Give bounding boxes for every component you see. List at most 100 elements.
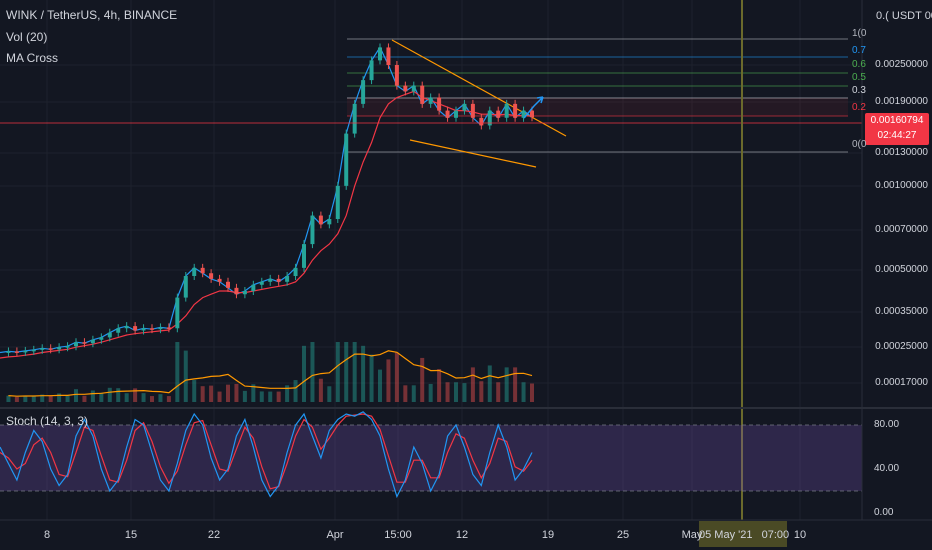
time-tick: 15 bbox=[124, 529, 138, 541]
volume-bar bbox=[285, 385, 290, 402]
volume-bar bbox=[183, 350, 188, 402]
volume-bar bbox=[420, 357, 425, 402]
price-tick: 0.00017000 bbox=[875, 377, 928, 388]
volume-bar bbox=[521, 382, 526, 402]
fib-label-05-text: 0.5 bbox=[852, 72, 866, 83]
volume-bar bbox=[141, 393, 146, 402]
volume-bar bbox=[158, 394, 163, 402]
stoch-title[interactable]: Stoch (14, 3, 3) bbox=[6, 414, 89, 428]
candle-body bbox=[217, 278, 222, 282]
symbol-title: WINK / TetherUS, 4h, BINANCE bbox=[6, 8, 178, 22]
volume-bar bbox=[268, 391, 273, 402]
time-tick: 22 bbox=[207, 529, 221, 541]
stoch-band bbox=[0, 425, 862, 491]
volume-bar bbox=[200, 386, 205, 402]
volume-bar bbox=[411, 385, 416, 402]
volume-bar bbox=[327, 386, 332, 402]
volume-bar bbox=[403, 385, 408, 402]
candle-body bbox=[437, 97, 442, 111]
volume-bar bbox=[107, 387, 112, 402]
volume-bar bbox=[99, 392, 104, 402]
volume-bar bbox=[175, 342, 180, 402]
projection-arrow bbox=[523, 96, 544, 119]
time-cursor-label: 05 May '21 07:00 bbox=[699, 529, 790, 541]
volume-bar bbox=[293, 380, 298, 402]
volume-bar bbox=[445, 382, 450, 402]
candle-body bbox=[251, 284, 256, 292]
fib-label-0786-text: 0.7 bbox=[852, 45, 866, 56]
volume-bar bbox=[318, 378, 323, 402]
candle-body bbox=[513, 103, 518, 118]
candle-body bbox=[183, 276, 188, 298]
candle-body bbox=[403, 85, 408, 92]
volume-bar bbox=[31, 395, 36, 402]
candle-body bbox=[276, 278, 281, 282]
volume-bar bbox=[6, 395, 11, 402]
volume-bar bbox=[428, 383, 433, 402]
volume-bar bbox=[437, 369, 442, 402]
volume-bar bbox=[369, 354, 374, 402]
volume-bar bbox=[226, 384, 230, 402]
volume-bar bbox=[378, 369, 382, 402]
candle-body bbox=[378, 47, 382, 61]
candle-body bbox=[200, 267, 205, 274]
moving-average-line bbox=[0, 90, 533, 359]
time-tick: 8 bbox=[43, 529, 51, 541]
candle-body bbox=[14, 351, 19, 353]
candle-body bbox=[90, 339, 95, 344]
volume-bar bbox=[352, 342, 357, 402]
trendline-lower[interactable] bbox=[409, 139, 537, 168]
trendline-upper[interactable] bbox=[391, 39, 567, 137]
stoch-level-40: 40.00 bbox=[874, 463, 900, 474]
candle-body bbox=[318, 215, 323, 225]
current-price-value: 0.00160794 bbox=[870, 115, 924, 126]
candle-body bbox=[6, 351, 11, 353]
stoch-level-80: 80.00 bbox=[874, 419, 900, 430]
volume-bar bbox=[40, 394, 45, 402]
fib-label-0786: 0.7 bbox=[852, 45, 866, 56]
candle-body bbox=[394, 65, 399, 86]
volume-indicator-label[interactable]: Vol (20) bbox=[6, 30, 48, 44]
volume-bar bbox=[504, 367, 509, 402]
volume-bar bbox=[82, 395, 87, 402]
fib-label-05: 0.5 bbox=[852, 72, 866, 83]
candle-body bbox=[470, 103, 475, 118]
time-tick: 15:00 bbox=[384, 529, 412, 541]
candle-body bbox=[310, 215, 315, 245]
volume-bar bbox=[116, 388, 121, 402]
candles bbox=[6, 43, 534, 357]
candle-body bbox=[192, 267, 197, 277]
candle-body bbox=[116, 328, 121, 333]
fib-label-0236: 0.2 bbox=[852, 102, 866, 113]
volume-bar bbox=[251, 384, 256, 402]
volume-bar bbox=[470, 367, 475, 402]
volume-bar bbox=[217, 391, 222, 402]
volume-bar bbox=[234, 383, 239, 402]
fib-label-0618-text: 0.6 bbox=[852, 59, 866, 70]
candle-body bbox=[150, 328, 154, 330]
price-tick: 0.00050000 bbox=[875, 264, 928, 275]
candle-body bbox=[242, 291, 247, 295]
volume-bar bbox=[90, 390, 95, 402]
volume-bar bbox=[14, 396, 19, 402]
fib-label-1: 1(0 bbox=[852, 28, 866, 39]
price-tick: 0.00100000 bbox=[875, 180, 928, 191]
volume-bar bbox=[276, 391, 281, 402]
candle-body bbox=[293, 267, 298, 277]
candle-body bbox=[133, 326, 138, 331]
fib-label-0382-text: 0.3 bbox=[852, 85, 866, 96]
fib-label-0382: 0.3 bbox=[852, 85, 866, 96]
currency-label[interactable]: 0.( USDT 00 bbox=[876, 10, 932, 22]
candle-body bbox=[504, 103, 509, 118]
ma-cross-indicator-label[interactable]: MA Cross bbox=[6, 51, 59, 65]
candle-body bbox=[386, 47, 391, 65]
candle-body bbox=[521, 110, 526, 118]
candle-body bbox=[209, 273, 214, 279]
candle-body bbox=[166, 327, 171, 329]
volume-ma-line bbox=[8, 350, 533, 397]
volume-bar bbox=[124, 393, 129, 402]
time-tick: Apr bbox=[326, 529, 344, 541]
candle-body bbox=[65, 346, 70, 348]
time-tick: 19 bbox=[541, 529, 555, 541]
